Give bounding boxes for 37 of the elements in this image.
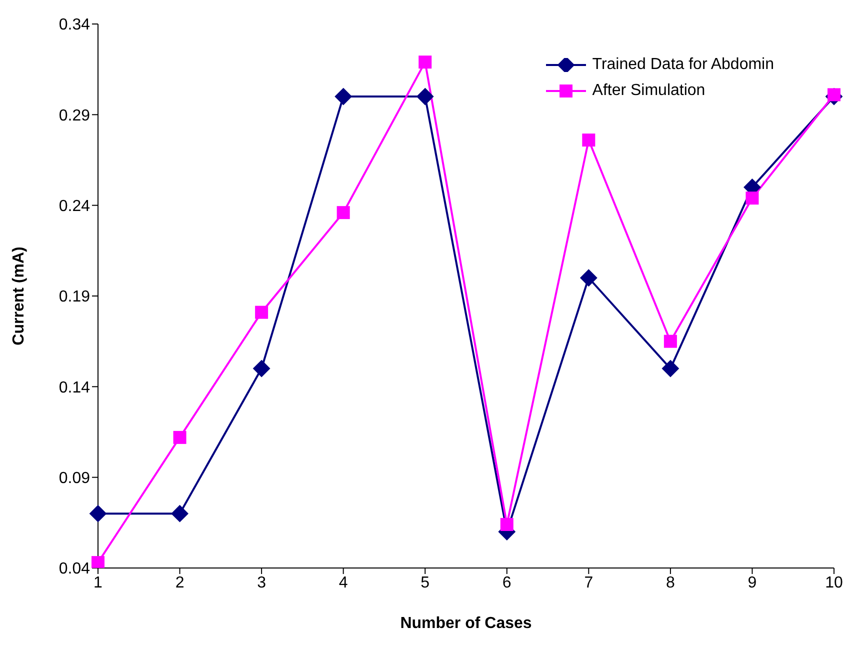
point <box>173 430 186 444</box>
point <box>500 518 514 531</box>
point <box>92 556 104 568</box>
point <box>255 306 268 319</box>
y-tick-label: 0.19 <box>58 288 90 306</box>
y-tick-label: 0.34 <box>58 16 90 34</box>
legend-label: After Simulation <box>592 81 706 101</box>
x-tick-label: 2 <box>175 574 184 592</box>
point <box>336 206 350 220</box>
point <box>171 505 188 522</box>
point <box>580 269 598 286</box>
x-tick-label: 10 <box>825 574 843 592</box>
x-tick-label: 8 <box>666 574 675 592</box>
y-tick-label: 0.24 <box>58 198 90 216</box>
x-tick-label: 1 <box>94 574 103 592</box>
y-axis-title: Current (mA) <box>10 246 28 346</box>
point <box>746 192 759 205</box>
x-tick-label: 3 <box>257 574 266 592</box>
x-axis-title: Number of Cases <box>400 615 532 632</box>
y-tick-label: 0.04 <box>58 560 90 578</box>
x-tick-label: 6 <box>502 574 512 592</box>
point <box>416 88 434 106</box>
point <box>334 88 352 106</box>
point <box>582 134 596 147</box>
point <box>253 360 270 378</box>
point <box>664 334 677 348</box>
legend-label: Trained Data for Abdomin <box>592 55 774 75</box>
x-tick-label: 5 <box>420 574 430 592</box>
point <box>90 505 106 522</box>
x-tick-label: 7 <box>584 574 594 592</box>
x-tick-label: 9 <box>748 574 757 592</box>
point <box>418 56 432 69</box>
x-tick-label: 4 <box>338 574 348 592</box>
y-tick-label: 0.29 <box>58 107 90 124</box>
y-tick-label: 0.14 <box>58 379 90 396</box>
y-tick-label: 0.09 <box>58 470 90 488</box>
point <box>662 360 679 378</box>
